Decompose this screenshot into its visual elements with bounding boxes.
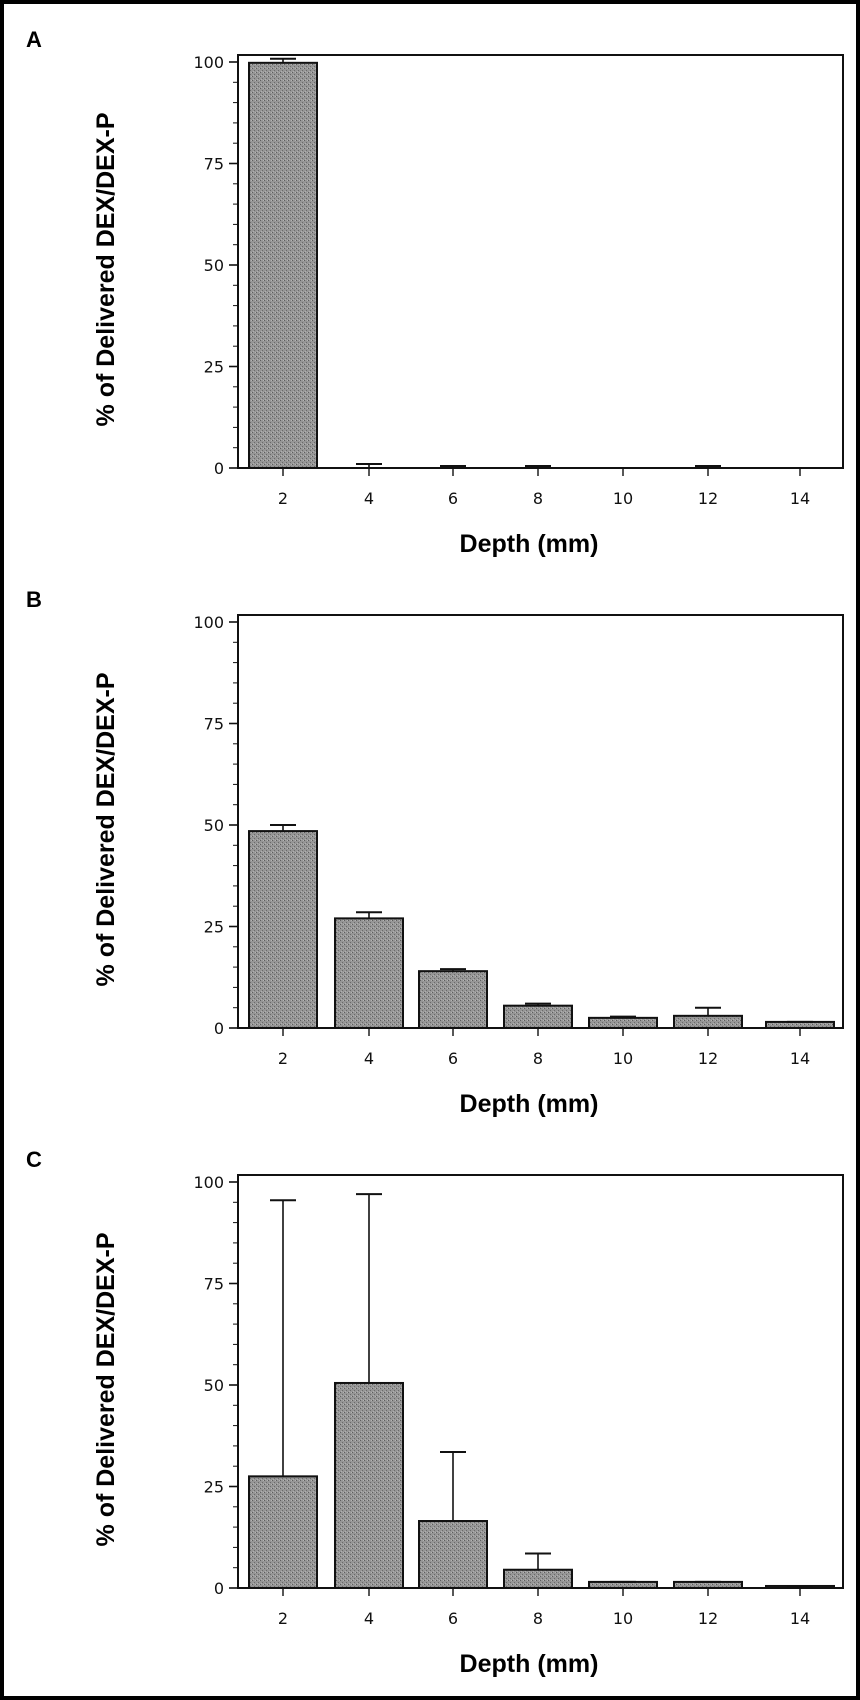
x-tick-label: 6: [448, 1049, 458, 1068]
y-tick-label: 75: [204, 155, 224, 174]
x-tick-label: 4: [364, 1609, 374, 1628]
bar: [248, 61, 318, 469]
panel-letter: C: [26, 1147, 42, 1172]
y-tick-label: 50: [204, 256, 224, 275]
x-tick-label: 14: [790, 1049, 810, 1068]
panel-letter: B: [26, 587, 42, 612]
x-tick-label: 6: [448, 489, 458, 508]
plot-frame: [237, 614, 844, 1029]
bar: [588, 1016, 658, 1029]
plot-frame: [237, 54, 844, 469]
x-tick-label: 8: [533, 1609, 543, 1628]
x-tick-label: 14: [790, 489, 810, 508]
y-tick-label: 0: [214, 1019, 224, 1038]
x-axis-title: Depth (mm): [460, 530, 599, 558]
x-tick-label: 12: [698, 1049, 718, 1068]
y-axis-title: % of Delivered DEX/DEX-P: [92, 1233, 120, 1547]
bar: [248, 1475, 318, 1589]
x-tick-label: 4: [364, 489, 374, 508]
x-tick-label: 8: [533, 1049, 543, 1068]
bar: [418, 970, 488, 1029]
y-axis-title: % of Delivered DEX/DEX-P: [92, 673, 120, 987]
x-tick-label: 12: [698, 489, 718, 508]
x-tick-label: 2: [278, 489, 288, 508]
y-axis-title: % of Delivered DEX/DEX-P: [92, 113, 120, 427]
y-tick-label: 100: [193, 1173, 224, 1192]
x-tick-label: 10: [613, 489, 633, 508]
y-tick-label: 50: [204, 816, 224, 835]
x-axis-title: Depth (mm): [460, 1650, 599, 1678]
x-tick-label: 4: [364, 1049, 374, 1068]
y-tick-label: 50: [204, 1376, 224, 1395]
y-tick-label: 25: [204, 1478, 224, 1497]
bar: [503, 1004, 573, 1029]
bar: [248, 830, 318, 1030]
panel-letter: A: [26, 27, 42, 52]
x-tick-label: 8: [533, 489, 543, 508]
bar: [334, 917, 404, 1030]
x-tick-label: 12: [698, 1609, 718, 1628]
y-tick-label: 25: [204, 918, 224, 937]
x-tick-label: 6: [448, 1609, 458, 1628]
x-tick-label: 10: [613, 1049, 633, 1068]
x-tick-label: 2: [278, 1049, 288, 1068]
x-tick-label: 14: [790, 1609, 810, 1628]
x-tick-label: 2: [278, 1609, 288, 1628]
y-tick-label: 100: [193, 53, 224, 72]
y-tick-label: 25: [204, 358, 224, 377]
bar: [418, 1520, 488, 1590]
plot-frame: [237, 1174, 844, 1589]
bar: [503, 1568, 573, 1589]
y-tick-label: 75: [204, 715, 224, 734]
y-tick-label: 100: [193, 613, 224, 632]
y-tick-label: 0: [214, 459, 224, 478]
x-axis-title: Depth (mm): [460, 1090, 599, 1118]
y-tick-label: 75: [204, 1275, 224, 1294]
y-tick-label: 0: [214, 1579, 224, 1598]
bar: [673, 1014, 743, 1030]
bar: [334, 1381, 404, 1589]
x-tick-label: 10: [613, 1609, 633, 1628]
